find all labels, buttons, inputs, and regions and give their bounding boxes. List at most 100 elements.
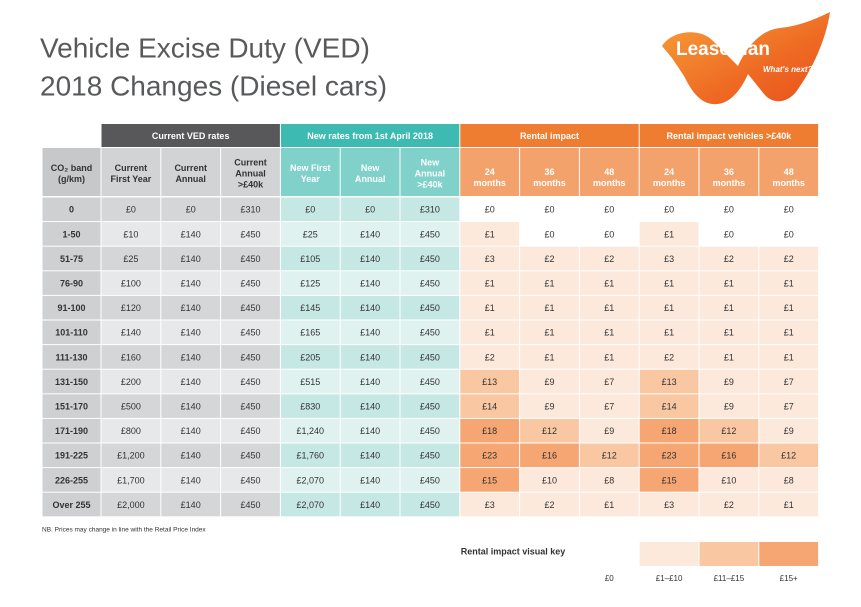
cell-bg xyxy=(520,492,579,517)
column-header: months xyxy=(593,178,626,188)
cell: £13 xyxy=(482,377,497,387)
key-swatch xyxy=(699,542,759,566)
cell-bg xyxy=(221,246,280,271)
cell: £25 xyxy=(123,254,138,264)
cell-bg xyxy=(280,295,340,320)
cell: £140 xyxy=(181,278,201,288)
cell: £18 xyxy=(662,426,677,436)
cell-bg xyxy=(161,418,221,443)
cell-bg xyxy=(280,492,340,517)
cell-bg xyxy=(280,345,340,369)
column-header: 48 xyxy=(604,167,614,177)
cell-bg xyxy=(400,295,460,320)
cell-bg xyxy=(759,369,819,394)
cell: £0 xyxy=(544,205,554,215)
cell-bg xyxy=(759,320,819,345)
cell-bg xyxy=(579,369,639,394)
cell: £450 xyxy=(420,475,440,485)
cell-bg xyxy=(221,394,280,418)
cell: £2 xyxy=(544,500,554,510)
column-header: 36 xyxy=(544,167,554,177)
cell-bg xyxy=(101,246,161,271)
cell-bg xyxy=(699,468,759,492)
cell: £1 xyxy=(604,278,614,288)
cell: £15 xyxy=(482,475,497,485)
cell: £450 xyxy=(420,426,440,436)
cell-bg xyxy=(639,345,699,369)
cell-bg xyxy=(161,295,221,320)
cell-bg xyxy=(699,271,759,295)
title-line: Vehicle Excise Duty (VED) xyxy=(40,32,370,63)
cell: £7 xyxy=(784,377,794,387)
cell-bg xyxy=(759,443,819,468)
cell: £310 xyxy=(240,205,260,215)
title-line: 2018 Changes (Diesel cars) xyxy=(40,70,387,101)
cell: £450 xyxy=(420,451,440,461)
cell: £140 xyxy=(360,278,380,288)
cell: £13 xyxy=(662,377,677,387)
column-header: Year xyxy=(301,174,321,184)
cell: £140 xyxy=(181,254,201,264)
cell: £16 xyxy=(721,451,736,461)
cell-bg xyxy=(400,418,460,443)
group-header: New rates from 1st April 2018 xyxy=(307,131,433,141)
column-header: 24 xyxy=(664,167,674,177)
cell: £2 xyxy=(724,254,734,264)
cell-bg xyxy=(460,468,520,492)
cell: £140 xyxy=(181,401,201,411)
cell: £1 xyxy=(784,303,794,313)
column-header: Annual xyxy=(235,168,266,178)
cell-bg xyxy=(42,369,101,394)
cell-bg xyxy=(400,345,460,369)
cell: £140 xyxy=(360,352,380,362)
cell: £145 xyxy=(300,303,320,313)
cell: £9 xyxy=(784,426,794,436)
cell-bg xyxy=(520,271,579,295)
cell-bg xyxy=(759,468,819,492)
cell: £15 xyxy=(662,475,677,485)
cell: £23 xyxy=(482,451,497,461)
cell: £450 xyxy=(420,254,440,264)
cell-bg xyxy=(340,468,400,492)
cell: £120 xyxy=(121,303,141,313)
cell: £450 xyxy=(240,352,260,362)
cell-bg xyxy=(400,443,460,468)
cell: £1,700 xyxy=(117,475,145,485)
cell: £1 xyxy=(604,328,614,338)
cell: £1 xyxy=(485,229,495,239)
cell: £140 xyxy=(181,451,201,461)
cell-bg xyxy=(579,345,639,369)
cell-bg xyxy=(161,369,221,394)
cell-bg xyxy=(42,418,101,443)
cell-bg xyxy=(221,345,280,369)
cell: £1 xyxy=(724,278,734,288)
column-header-bg xyxy=(161,148,221,196)
cell: £515 xyxy=(300,377,320,387)
column-header: CO₂ band xyxy=(51,163,93,173)
cell-bg xyxy=(400,197,460,222)
cell-bg xyxy=(280,246,340,271)
cell-bg xyxy=(280,468,340,492)
cell: £140 xyxy=(181,475,201,485)
key-title: Rental impact visual key xyxy=(461,546,566,556)
cell: £10 xyxy=(123,229,138,239)
cell-bg xyxy=(340,418,400,443)
cell-bg xyxy=(161,320,221,345)
cell: £1 xyxy=(664,278,674,288)
cell-bg xyxy=(759,418,819,443)
cell-bg xyxy=(579,320,639,345)
cell-bg xyxy=(161,271,221,295)
cell-bg xyxy=(639,295,699,320)
cell: £0 xyxy=(365,205,375,215)
column-header-bg xyxy=(340,148,400,196)
cell: £3 xyxy=(664,500,674,510)
cell-bg xyxy=(101,295,161,320)
cell: £140 xyxy=(181,426,201,436)
group-header: Rental impact vehicles >£40k xyxy=(666,131,792,141)
cell: £3 xyxy=(664,254,674,264)
column-header: Current xyxy=(174,163,207,173)
column-header: Current xyxy=(115,163,148,173)
band-label: 191-225 xyxy=(55,451,88,461)
cell-bg xyxy=(101,271,161,295)
cell: £450 xyxy=(420,278,440,288)
